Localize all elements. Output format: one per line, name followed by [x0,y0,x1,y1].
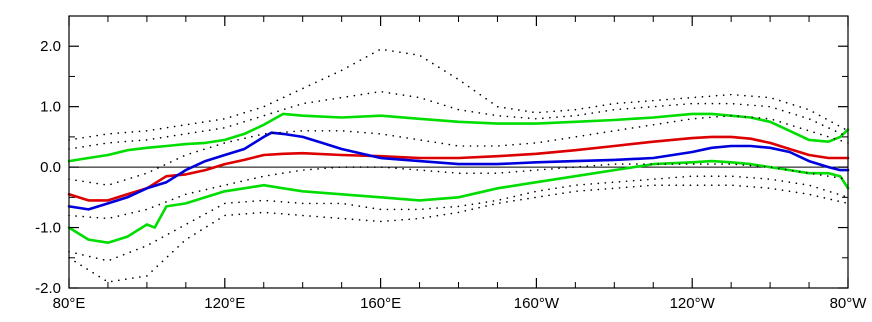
ensemble-member-line-7 [68,163,849,220]
plot-frame-layer [68,15,849,289]
plot-frame [68,15,849,289]
tick-marks-layer [68,15,849,289]
x-tick-label: 120°W [670,295,716,312]
y-tick-label: 2.0 [40,38,61,55]
ensemble-member-line-5 [68,90,849,150]
x-tick-label: 160°W [514,295,560,312]
ensemble-member-line-9 [68,184,849,283]
x-tick-label: 80°W [830,295,868,312]
series-layer [67,48,850,283]
series-line-0 [67,135,850,202]
ensemble-member-line-8 [68,175,849,262]
y-tick-label: 0.0 [40,159,61,176]
y-tick-label: 1.0 [40,99,61,116]
series-line-1 [67,131,850,211]
x-tick-label: 160°E [360,295,401,312]
y-tick-label: -1.0 [35,220,61,237]
tick-labels-layer: 80°E 120°E 160°E 160°W 120°W 80°W 2.0 1.0 0.0 -1.… [35,38,867,312]
x-tick-label: 120°E [204,295,245,312]
series-line-3 [67,159,850,244]
x-tick-label: 80°E [53,295,86,312]
y-tick-label: -2.0 [35,280,61,297]
ensemble-member-line-4 [68,48,849,141]
series-line-2 [67,112,850,163]
